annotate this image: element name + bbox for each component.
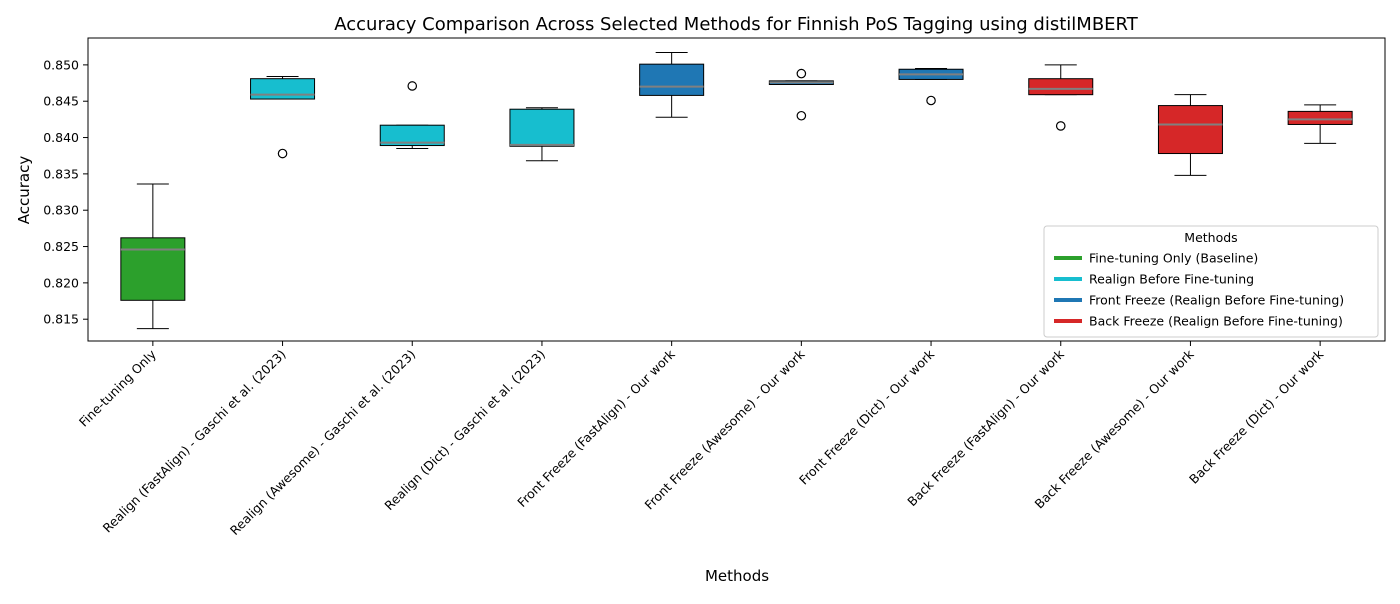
- y-tick-label: 0.840: [43, 130, 79, 145]
- box-body: [379, 124, 445, 147]
- outlier-point: [1055, 121, 1066, 131]
- box-group: Front Freeze (Awesome) - Our work: [642, 68, 834, 512]
- box-group: Realign (FastAlign) - Gaschi et al. (202…: [100, 76, 316, 535]
- outlier-point: [277, 148, 288, 159]
- legend-title: Methods: [1184, 230, 1237, 245]
- legend: Methods Fine-tuning Only (Baseline) Realig…: [1043, 225, 1379, 338]
- outlier-point: [926, 95, 936, 106]
- box-group: Front Freeze (Dict) - Our work: [796, 68, 964, 488]
- outlier-point: [796, 68, 807, 79]
- y-tick-label: 0.820: [43, 275, 79, 290]
- box-body: [1157, 105, 1223, 155]
- box-body: [509, 108, 575, 147]
- box-body: [250, 78, 316, 100]
- y-tick-label: 0.815: [43, 312, 79, 327]
- plot-frame: [87, 37, 1386, 342]
- box-body: [120, 237, 186, 301]
- outlier-point: [796, 110, 807, 121]
- x-tick-label: Back Freeze (Dict) - Our work: [1186, 346, 1327, 487]
- x-tick-label: Front Freeze (FastAlign) - Our work: [514, 346, 678, 510]
- chart-title: Accuracy Comparison Across Selected Meth…: [334, 14, 1138, 35]
- x-tick-label: Back Freeze (Awesome) - Our work: [1032, 346, 1198, 512]
- box-group: Realign (Awesome) - Gaschi et al. (2023): [227, 81, 445, 538]
- box-group: Realign (Dict) - Gaschi et al. (2023): [381, 107, 575, 514]
- outlier-point: [407, 81, 418, 91]
- legend-frame: [1043, 225, 1379, 338]
- x-tick-label: Front Freeze (Dict) - Our work: [796, 346, 938, 488]
- box-body: [1028, 78, 1094, 96]
- y-tick-label: 0.830: [43, 203, 79, 218]
- legend-label: Back Freeze (Realign Before Fine-tuning): [1089, 314, 1343, 329]
- x-tick-label: Realign (Dict) - Gaschi et al. (2023): [381, 347, 548, 514]
- y-tick-label: 0.850: [43, 57, 79, 72]
- y-axis-label: Accuracy: [15, 156, 33, 225]
- x-axis-label: Methods: [705, 567, 769, 585]
- x-tick-label: Fine-tuning Only: [76, 346, 160, 430]
- legend-label: Realign Before Fine-tuning: [1089, 272, 1254, 287]
- y-tick-label: 0.845: [43, 94, 79, 109]
- y-tick-label: 0.825: [43, 239, 79, 254]
- box-group: Fine-tuning Only: [76, 183, 186, 430]
- box-body: [639, 63, 705, 96]
- legend-label: Front Freeze (Realign Before Fine-tuning…: [1089, 293, 1344, 308]
- x-tick-label: Front Freeze (Awesome) - Our work: [642, 346, 808, 512]
- y-tick-label: 0.835: [43, 166, 79, 181]
- box-body: [1287, 110, 1353, 125]
- legend-label: Fine-tuning Only (Baseline): [1089, 251, 1258, 266]
- x-tick-label: Back Freeze (FastAlign) - Our work: [904, 346, 1067, 509]
